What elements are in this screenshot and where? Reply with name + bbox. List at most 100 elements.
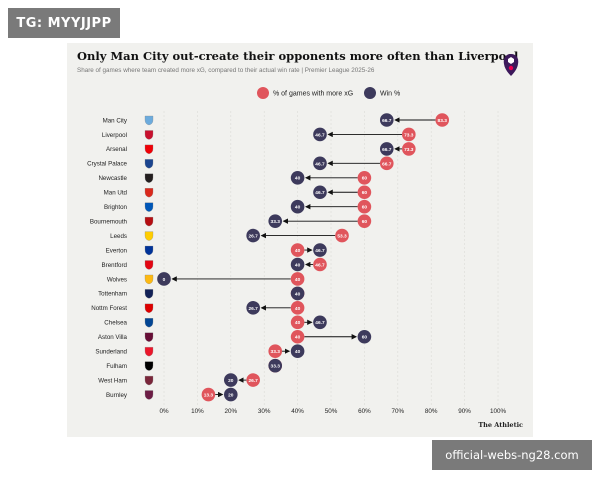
team-crest-icon [144,217,154,227]
team-crest-icon [144,332,154,342]
xg-dot [335,228,349,243]
team-label: Wolves [107,276,127,283]
win-dot [224,387,238,402]
win-dot [379,113,394,127]
win-dot [313,243,327,257]
x-tick-label: 30% [258,408,271,415]
team-crest-icon [144,130,154,140]
source-credit: The Athletic [478,421,523,429]
xg-dot [357,214,372,228]
win-value-label: 46.7 [315,161,325,167]
xg-value-label: 46.7 [315,262,325,268]
win-dot [290,199,305,214]
chart-title: Only Man City out-create their opponents… [77,49,519,63]
xg-dot [290,243,305,257]
team-label: Aston Villa [98,334,128,341]
xg-value-label: 40 [295,306,301,312]
xg-dot [268,344,283,359]
xg-dot [290,329,305,344]
team-crest-icon [144,274,154,285]
xg-dot [402,142,416,156]
watermark-bottom-label: official-webs-ng28.com [432,440,592,470]
win-value-label: 46.7 [315,320,325,326]
xg-dot [290,272,305,286]
win-value-label: 60 [362,335,368,341]
legend-swatch [364,87,376,99]
x-tick-label: 40% [291,408,304,415]
team-crest-icon [144,289,154,299]
x-tick-label: 80% [425,408,438,415]
x-tick-label: 60% [358,408,371,415]
team-label: Crystal Palace [87,161,127,168]
win-dot [290,286,305,301]
win-dot [290,257,305,272]
team-label: Sunderland [95,349,127,356]
x-tick-label: 50% [325,408,338,415]
win-value-label: 33.3 [271,219,281,225]
x-tick-label: 70% [391,408,404,415]
xg-value-label: 26.7 [249,378,259,384]
team-label: Leeds [110,233,127,240]
xg-dot [290,301,305,315]
xg-value-label: 40 [295,248,301,254]
team-label: Liverpool [102,132,127,139]
win-dot [290,171,305,185]
win-dot [313,127,327,142]
xg-value-label: 40 [295,320,301,326]
win-value-label: 40 [295,291,301,297]
win-value-label: 40 [295,205,301,211]
xg-value-label: 60 [362,205,368,211]
legend-label: Win % [380,91,400,98]
win-dot [246,228,260,243]
team-crest-icon [144,231,154,241]
win-dot [313,185,327,200]
xg-value-label: 60 [362,190,368,196]
team-label: Arsenal [106,146,127,153]
win-value-label: 40 [295,349,301,355]
team-label: Bournemouth [90,218,128,225]
team-crest-icon [144,361,154,371]
xg-dot [357,185,372,200]
team-crest-icon [144,375,154,386]
chart-card: Only Man City out-create their opponents… [67,43,533,437]
team-crest-icon [144,159,154,169]
team-label: Man Utd [104,190,128,197]
win-value-label: 0 [163,277,166,283]
xg-dot [435,113,450,127]
premier-league-lion-icon [503,54,519,76]
xg-dot [357,199,372,214]
xg-dot [290,315,305,330]
xg-dot [201,387,216,402]
dot-arrow-chart: % of games with more xG Win % 0% 10% 20% 30% 4… [87,87,506,415]
xg-value-label: 40 [295,335,301,341]
team-crest-icon [144,144,154,155]
x-tick-label: 0% [159,408,169,415]
xg-value-label: 60 [362,219,368,225]
xg-dot [402,127,416,142]
win-dot [157,272,171,286]
xg-value-label: 40 [295,277,301,283]
xg-value-label: 73.3 [404,147,414,153]
xg-value-label: 83.3 [438,118,448,124]
chart-subtitle: Share of games where team created more x… [77,67,375,74]
xg-dot [379,156,394,171]
win-value-label: 20 [228,378,234,384]
team-label: Everton [106,247,128,254]
team-crest-icon [144,173,154,183]
win-dot [224,373,238,387]
team-crest-icon [144,347,154,357]
team-label: Tottenham [98,291,127,298]
xg-value-label: 60 [362,176,368,182]
team-label: Brentford [102,262,128,269]
xg-dot [246,373,260,387]
xg-dot [313,257,327,272]
x-tick-label: 10% [191,408,204,415]
team-label: Man City [103,117,128,124]
win-value-label: 20 [228,392,234,398]
team-label: West Ham [98,377,127,384]
win-value-label: 66.7 [382,147,392,153]
win-dot [313,156,327,171]
team-label: Newcastle [98,175,127,182]
team-crest-icon [144,318,154,328]
xg-dot [357,171,372,185]
